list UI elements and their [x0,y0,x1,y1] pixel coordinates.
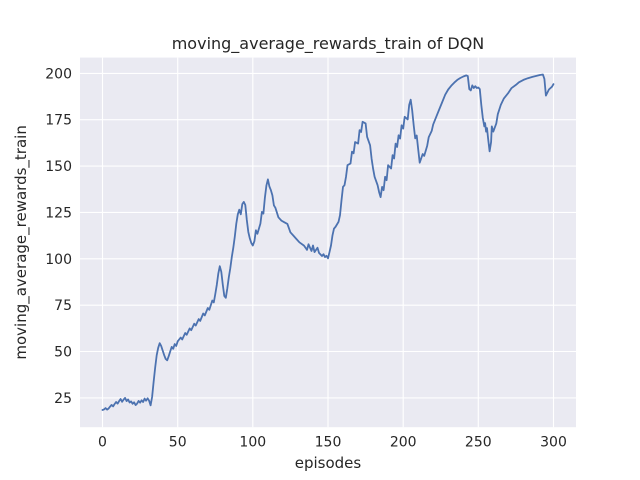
y-tick-label: 100 [45,252,72,268]
y-tick-label: 125 [45,205,72,221]
x-tick-label: 50 [169,435,187,451]
y-tick-label: 50 [54,345,72,361]
x-tick-label: 250 [465,435,492,451]
y-tick-label: 75 [54,298,72,314]
dqn-series-line [101,73,555,411]
y-tick-label: 25 [54,391,72,407]
y-tick-label: 150 [45,159,72,175]
x-tick-label: 0 [98,435,107,451]
y-tick-labels: 25 50 75 100 125 150 175 200 [45,66,72,407]
y-tick-label: 200 [45,66,72,82]
x-tick-label: 150 [315,435,342,451]
x-tick-labels: 0 50 100 150 200 250 300 [98,435,567,451]
x-tick-label: 100 [239,435,266,451]
x-tick-label: 300 [540,435,567,451]
y-tick-label: 175 [45,113,72,129]
chart-title: moving_average_rewards_train of DQN [172,34,485,54]
x-tick-label: 200 [390,435,417,451]
x-axis-label: episodes [295,454,362,472]
y-axis-label: moving_average_rewards_train [12,125,31,359]
